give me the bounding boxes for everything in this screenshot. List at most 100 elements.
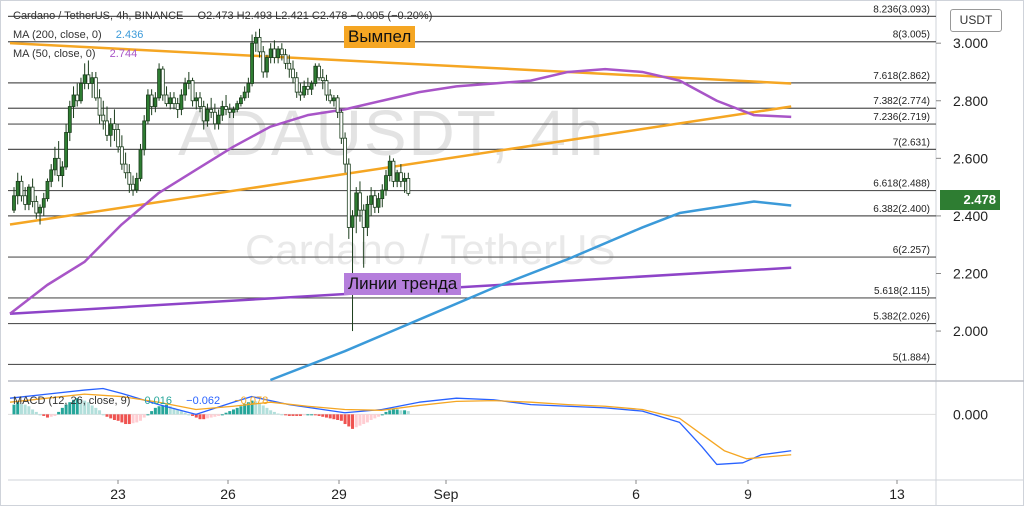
macd-histogram-bar [172,407,176,415]
candle-body [358,192,362,211]
macd-histogram-bar [287,414,291,416]
macd-line [9,387,792,466]
candle-body [79,83,83,102]
candle-body [97,97,102,116]
macd-zero-label: 0.000 [953,406,988,422]
macd-histogram-bar [38,414,42,416]
macd-histogram-bar [388,410,392,415]
macd-histogram-bar [380,414,384,416]
candle-body [257,37,262,53]
candle-body [372,195,377,208]
ma50-legend[interactable]: MA (50, close, 0) 2.744 [13,48,137,61]
macd-histogram-bar [98,410,102,415]
candle-body [272,48,277,58]
fib-level-label: 5.618(2.115) [874,286,930,297]
macd-histogram-bar [265,407,269,415]
candle-body [116,129,121,148]
candle-body [186,80,191,84]
macd-histogram-bar [280,414,284,416]
candle-body [365,203,370,228]
price-tick-label: 2.600 [953,150,988,166]
price-tick-label: 2.000 [953,323,988,339]
candle-body [294,77,299,93]
macd-histogram-bar [19,403,23,415]
macd-histogram-bar [362,414,366,425]
macd-histogram-bar [16,402,20,415]
macd-histogram-bar [187,414,191,416]
macd-histogram-bar [351,414,355,429]
pennant-annotation[interactable]: Вымпел [344,26,416,48]
candle-body [119,146,124,165]
macd-histogram-bar [194,414,198,418]
candle-body [153,97,158,107]
candle-body [253,37,258,44]
macd-histogram-bar [321,414,325,417]
ma50-value: 2.744 [109,48,138,60]
candle-body [131,183,135,191]
macd-histogram-bar [49,414,53,417]
fib-level-label: 5(1.884) [893,352,930,363]
macd-histogram-bar [220,414,224,416]
macd-histogram-bar [298,414,302,416]
macd-histogram-bar [384,411,388,415]
currency-unit-button[interactable]: USDT [950,9,1002,32]
macd-histogram-bar [339,414,343,421]
candle-body [75,94,80,102]
candle-body [112,123,117,130]
candle-body [343,137,347,165]
candle-body [224,106,228,110]
candle-body [283,54,288,64]
macd-histogram-bar [64,404,68,415]
macd-histogram-bar [365,414,369,423]
fib-level-label: 6.382(2.400) [873,204,930,215]
time-tick-label: 26 [220,486,236,502]
macd-histogram-bar [306,414,310,416]
macd-histogram-bar [198,414,202,420]
macd-histogram-bar [138,414,142,421]
candle-body [49,169,54,182]
candle-body [157,68,161,99]
candle-body [168,97,173,105]
candle-body [205,108,210,122]
candle-body [332,97,336,102]
candle-body [60,166,65,177]
candle-body [86,74,91,84]
candle-body [309,83,314,90]
candle-body [279,48,284,56]
candle-body [261,51,266,73]
candle-body [41,198,46,208]
candle-body [38,206,42,214]
macd-legend[interactable]: MACD (12, 26, close, 9) 0.016 −0.062 −0.… [13,395,268,408]
ma200-legend[interactable]: MA (200, close, 0) 2.436 [13,29,143,42]
macd-histogram-bar [116,414,120,421]
candle-body [134,178,139,191]
candle-body [26,186,31,205]
macd-histogram-bar [246,402,250,415]
candle-body [291,68,295,79]
candle-body [328,94,333,102]
candle-body [276,48,281,58]
macd-histogram-bar [399,410,403,415]
time-tick-label: 6 [632,486,640,502]
candle-body [160,68,165,96]
macd-histogram-bar [150,411,154,415]
macd-histogram-bar [191,414,195,416]
macd-histogram-bar [42,414,46,416]
candle-body [71,94,76,107]
macd-histogram-bar [34,411,38,415]
candle-body [320,77,325,82]
fib-level-label: 8.236(3.093) [873,4,930,15]
trendlines-annotation[interactable]: Линии тренда [344,273,462,295]
symbol-title: Cardano / TetherUS, 4h, BINANCE [13,10,184,22]
fib-level-label: 7(2.631) [893,137,930,148]
macd-histogram-bar [276,413,280,415]
macd-histogram-bar [373,414,377,419]
candle-body [212,111,217,125]
candle-body [183,83,188,96]
fib-level-label: 7.236(2.719) [873,112,930,123]
macd-histogram-bar [124,414,128,425]
macd-histogram-bar [354,414,358,428]
ma200-value: 2.436 [115,29,144,41]
